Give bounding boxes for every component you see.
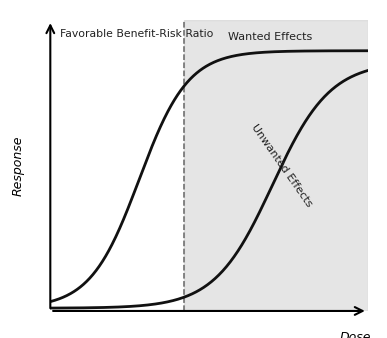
Text: Wanted Effects: Wanted Effects [228, 32, 312, 42]
Bar [183, 20, 368, 311]
Text: Response: Response [12, 136, 25, 196]
Text: Unwanted Effects: Unwanted Effects [250, 122, 314, 209]
Text: Favorable Benefit-Risk Ratio: Favorable Benefit-Risk Ratio [60, 29, 213, 39]
Text: Dose: Dose [339, 331, 371, 338]
